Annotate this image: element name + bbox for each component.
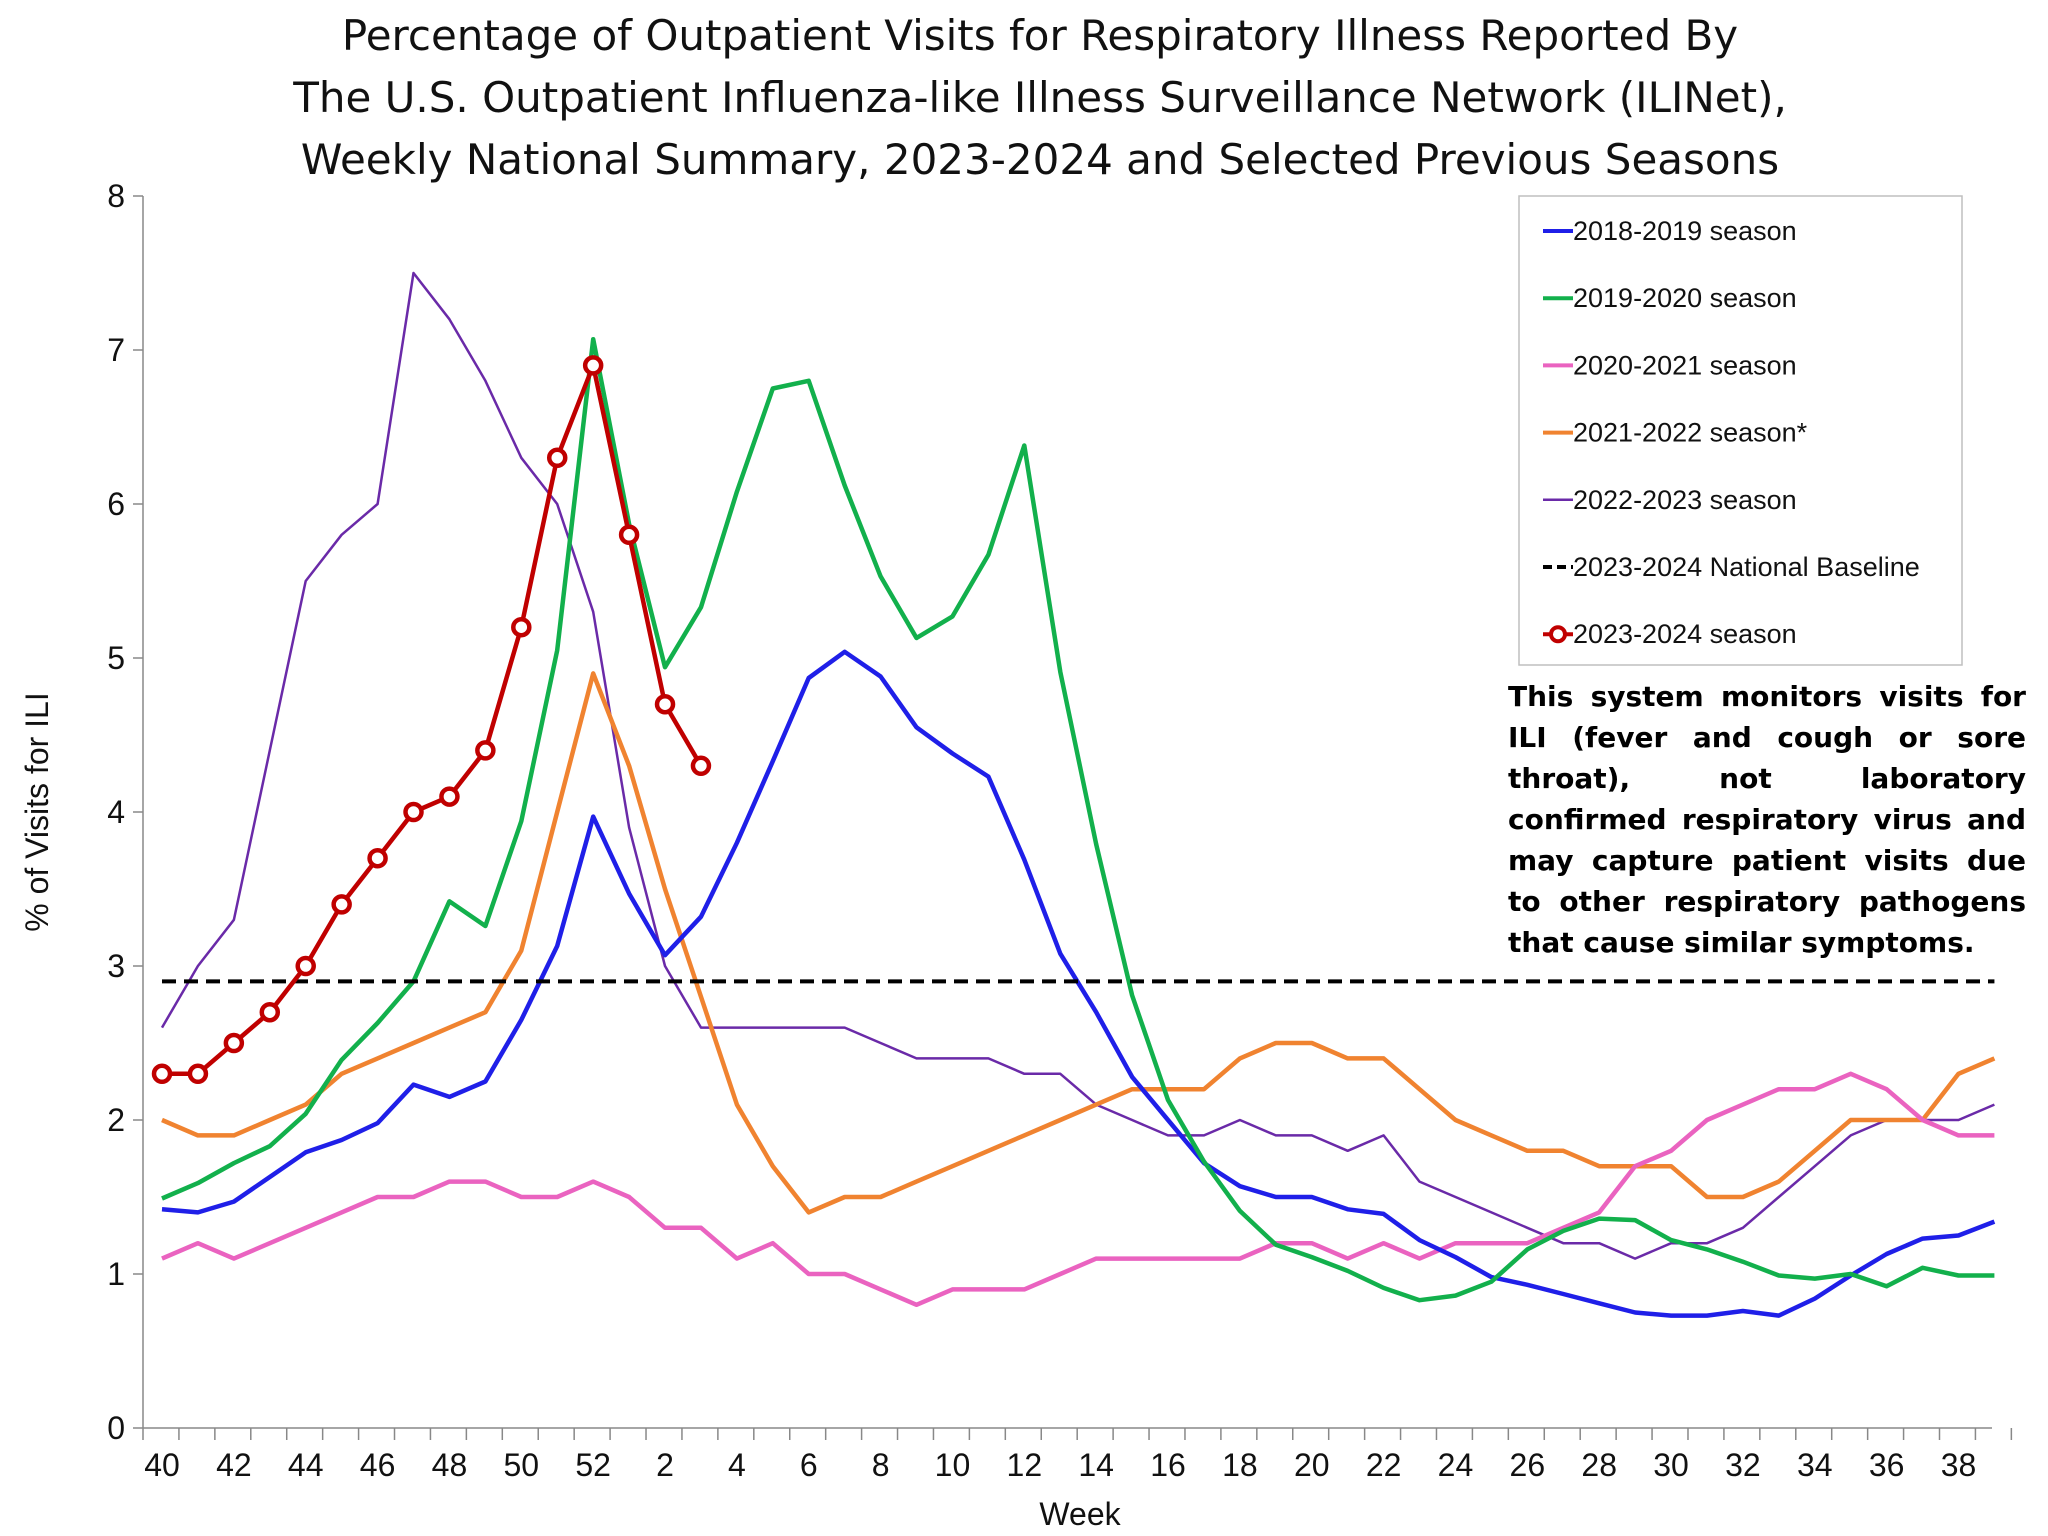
data-point-2023-2024-season [618,524,640,546]
x-tick-label: 44 [288,1447,324,1483]
y-axis-label: % of Visits for ILI [19,692,55,932]
x-tick-label: 30 [1653,1447,1689,1483]
x-tick-label: 24 [1438,1447,1474,1483]
series-line-2018-2019-season [161,649,1996,1318]
x-tick-label: 2 [656,1447,674,1483]
legend-label: 2023-2024 National Baseline [1573,552,1920,582]
series-line-2021-2022-season- [161,671,1996,1215]
data-point-2023-2024-season [511,616,532,638]
y-tick-label: 1 [107,1256,125,1292]
y-tick-label: 3 [107,948,125,984]
x-tick-label: 52 [575,1447,611,1483]
data-point-2023-2024-season [654,693,676,715]
data-point-2023-2024-season [403,801,424,823]
x-tick-label: 14 [1078,1447,1114,1483]
data-point-2023-2024-season [151,1063,173,1085]
y-tick-label: 4 [107,794,125,830]
legend-marker [1549,625,1567,644]
data-point-2023-2024-season [690,755,712,777]
y-tick-label: 2 [107,1102,125,1138]
x-tick-label: 12 [1007,1447,1043,1483]
x-tick-label: 46 [360,1447,396,1483]
annotation-note: This system monitors visits for ILI (fev… [1508,680,2026,959]
x-tick-label: 32 [1725,1447,1761,1483]
legend-item-2023-2024-national-baseline: 2023-2024 National Baseline [1543,552,1920,582]
legend-label: 2020-2021 season [1573,350,1797,380]
legend-box [1518,195,1963,666]
x-tick-label: 10 [935,1447,971,1483]
legend-item-2021-2022-season-: 2021-2022 season* [1543,418,1808,448]
x-tick-label: 6 [800,1447,818,1483]
chart-title-line-1: Percentage of Outpatient Visits for Resp… [342,11,1738,60]
data-point-2023-2024-season [295,955,316,977]
y-tick-label: 5 [107,640,125,676]
data-point-2023-2024-season [367,847,388,869]
data-point-2023-2024-season [223,1032,245,1054]
legend-label: 2022-2023 season [1573,485,1797,515]
y-tick-label: 8 [107,178,125,214]
x-tick-label: 28 [1581,1447,1617,1483]
legend-item-2019-2020-season: 2019-2020 season [1543,283,1797,313]
data-point-2023-2024-season [439,786,460,807]
x-tick-label: 38 [1941,1447,1977,1483]
x-tick-label: 48 [432,1447,468,1483]
x-tick-label: 34 [1797,1447,1833,1483]
y-tick-label: 7 [107,332,125,368]
legend-label: 2023-2024 season [1573,619,1797,649]
series-line-2020-2021-season [161,1071,1995,1308]
y-tick-label: 0 [107,1410,125,1446]
chart-title-line-3: Weekly National Summary, 2023-2024 and S… [301,135,1779,184]
data-point-2023-2024-season [331,894,352,915]
chart-title: Percentage of Outpatient Visits for Resp… [292,11,1787,184]
x-tick-label: 26 [1510,1447,1546,1483]
legend-label: 2019-2020 season [1573,283,1797,313]
series-line-2023-2024-season [162,363,703,1077]
legend-label: 2021-2022 season* [1573,418,1808,448]
x-tick-label: 16 [1150,1447,1186,1483]
series-lines [151,271,1996,1318]
chart-title-line-2: The U.S. Outpatient Influenza-like Illne… [292,73,1787,122]
data-point-2023-2024-season [475,740,496,761]
x-axis-label: Week [1039,1496,1121,1532]
data-point-2023-2024-season [582,355,604,376]
data-point-2023-2024-season [187,1063,209,1085]
legend: 2018-2019 season 2019-2020 season 2020-202… [1518,195,1963,666]
x-tick-label: 22 [1366,1447,1402,1483]
data-point-2023-2024-season [546,447,568,469]
y-tick-label: 6 [107,486,125,522]
series-line-2019-2020-season [161,336,1995,1303]
legend-label: 2018-2019 season [1573,216,1797,246]
x-tick-label: 20 [1294,1447,1330,1483]
x-tick-label: 50 [504,1447,540,1483]
x-tick-label: 36 [1869,1447,1905,1483]
x-tick-label: 18 [1222,1447,1258,1483]
legend-item-2022-2023-season: 2022-2023 season [1543,485,1797,515]
legend-item-2020-2021-season: 2020-2021 season [1543,350,1797,380]
data-point-2023-2024-season [259,1001,281,1023]
x-tick-label: 8 [872,1447,890,1483]
legend-item-2023-2024-season: 2023-2024 season [1543,619,1797,649]
x-tick-label: 42 [216,1447,252,1483]
x-tick-label: 4 [728,1447,746,1483]
legend-item-2018-2019-season: 2018-2019 season [1543,216,1797,246]
x-tick-label: 40 [144,1447,180,1483]
